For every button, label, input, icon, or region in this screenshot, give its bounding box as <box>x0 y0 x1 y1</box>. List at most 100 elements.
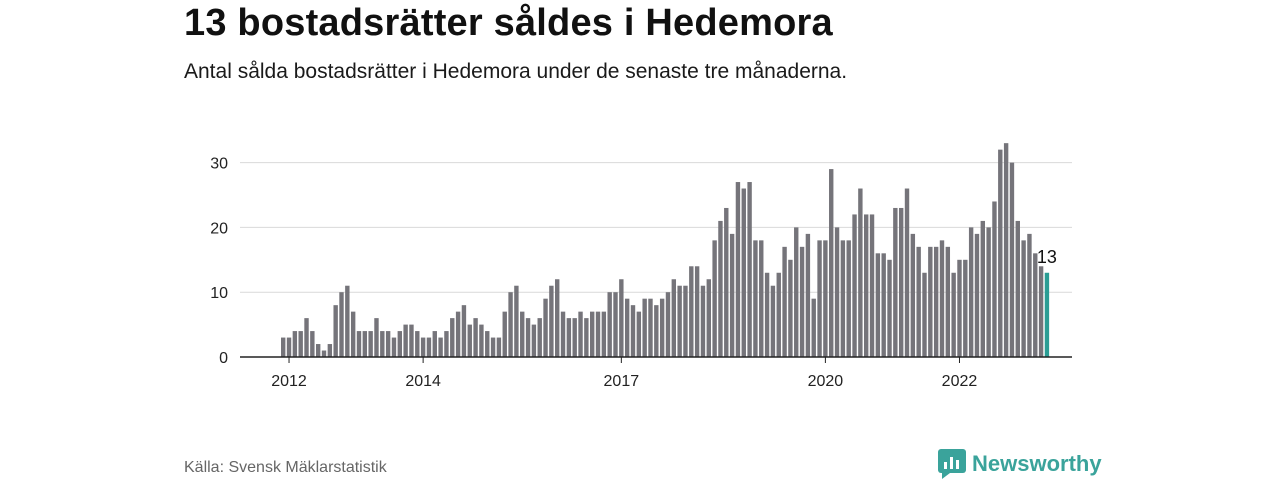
bar <box>910 233 916 357</box>
bar <box>368 331 373 357</box>
bar <box>1038 266 1044 357</box>
bar <box>595 311 601 357</box>
bar <box>1003 143 1009 357</box>
bar <box>374 318 379 357</box>
chart-subtitle: Antal sålda bostadsrätter i Hedemora und… <box>184 60 848 83</box>
bar <box>578 311 583 357</box>
bar <box>327 344 333 357</box>
bar <box>764 272 770 357</box>
bar <box>811 298 816 357</box>
bar <box>572 318 577 357</box>
bar <box>729 233 735 357</box>
bar <box>286 337 292 357</box>
bar-highlight <box>1044 272 1050 357</box>
brand-logo[interactable]: Newsworthy <box>938 449 1102 479</box>
bar <box>380 331 385 357</box>
x-tick-label: 2012 <box>271 373 307 390</box>
bar <box>875 253 881 357</box>
bar <box>933 246 939 357</box>
bar <box>362 331 368 357</box>
bar <box>735 182 741 357</box>
bar <box>636 311 642 357</box>
bar <box>485 331 490 357</box>
bar <box>642 298 647 357</box>
y-tick-label: 20 <box>210 220 228 237</box>
bar <box>776 272 781 357</box>
bar <box>817 240 822 357</box>
bar <box>648 298 653 357</box>
chart-title: 13 bostadsrätter såldes i Hedemora <box>184 2 833 44</box>
bar <box>467 324 472 357</box>
bar <box>928 246 933 357</box>
bar <box>706 279 711 357</box>
bar <box>904 188 910 357</box>
bar <box>490 337 496 357</box>
bar <box>415 331 420 357</box>
y-tick-label: 10 <box>210 285 228 302</box>
bar <box>508 292 513 357</box>
bar <box>432 331 437 357</box>
bar <box>893 207 898 357</box>
bar <box>438 337 443 357</box>
bar <box>1033 253 1038 357</box>
bar <box>799 246 805 357</box>
y-tick-label: 0 <box>219 350 228 367</box>
bar <box>461 305 467 357</box>
bar <box>829 169 834 357</box>
bar <box>514 285 519 357</box>
bar <box>939 240 945 357</box>
bar <box>922 272 927 357</box>
bar <box>782 246 787 357</box>
bar <box>858 188 863 357</box>
bar <box>630 305 636 357</box>
bar <box>607 292 612 357</box>
bar <box>654 305 659 357</box>
bar <box>957 259 962 357</box>
bar <box>998 149 1003 357</box>
bar <box>671 279 677 357</box>
bar <box>444 331 449 357</box>
bar <box>345 285 350 357</box>
bar <box>986 227 991 357</box>
bar <box>298 331 303 357</box>
bar <box>531 324 537 357</box>
bar <box>677 285 682 357</box>
bar <box>281 337 286 357</box>
bar <box>864 214 869 357</box>
bar <box>741 188 746 357</box>
bar <box>770 285 776 357</box>
x-tick-label: 2014 <box>405 373 441 390</box>
bar <box>974 233 980 357</box>
x-tick-label: 2020 <box>808 373 844 390</box>
bar <box>659 298 665 357</box>
bar <box>356 331 362 357</box>
bar <box>963 259 968 357</box>
bar <box>496 337 502 357</box>
bar <box>520 311 525 357</box>
bar <box>385 331 391 357</box>
bar <box>846 240 851 357</box>
bar <box>805 233 811 357</box>
bar <box>502 311 507 357</box>
bar <box>980 220 985 357</box>
bar <box>694 266 700 357</box>
bar <box>624 298 630 357</box>
y-tick-label: 30 <box>210 156 228 173</box>
bar <box>409 324 414 357</box>
bar <box>304 318 309 357</box>
bar <box>840 240 846 357</box>
bar <box>689 266 694 357</box>
bar <box>834 227 840 357</box>
bar <box>788 259 793 357</box>
brand-name: Newsworthy <box>972 451 1102 476</box>
bar-chart: 0 10 20 30 2012 2014 2017 2020 2022 13 <box>210 143 1072 390</box>
bar <box>350 311 356 357</box>
bar <box>951 272 956 357</box>
bar <box>945 246 951 357</box>
bar <box>560 311 566 357</box>
bar <box>794 227 799 357</box>
bar <box>450 318 455 357</box>
bar <box>339 292 344 357</box>
bar <box>403 324 408 357</box>
bar <box>968 227 974 357</box>
